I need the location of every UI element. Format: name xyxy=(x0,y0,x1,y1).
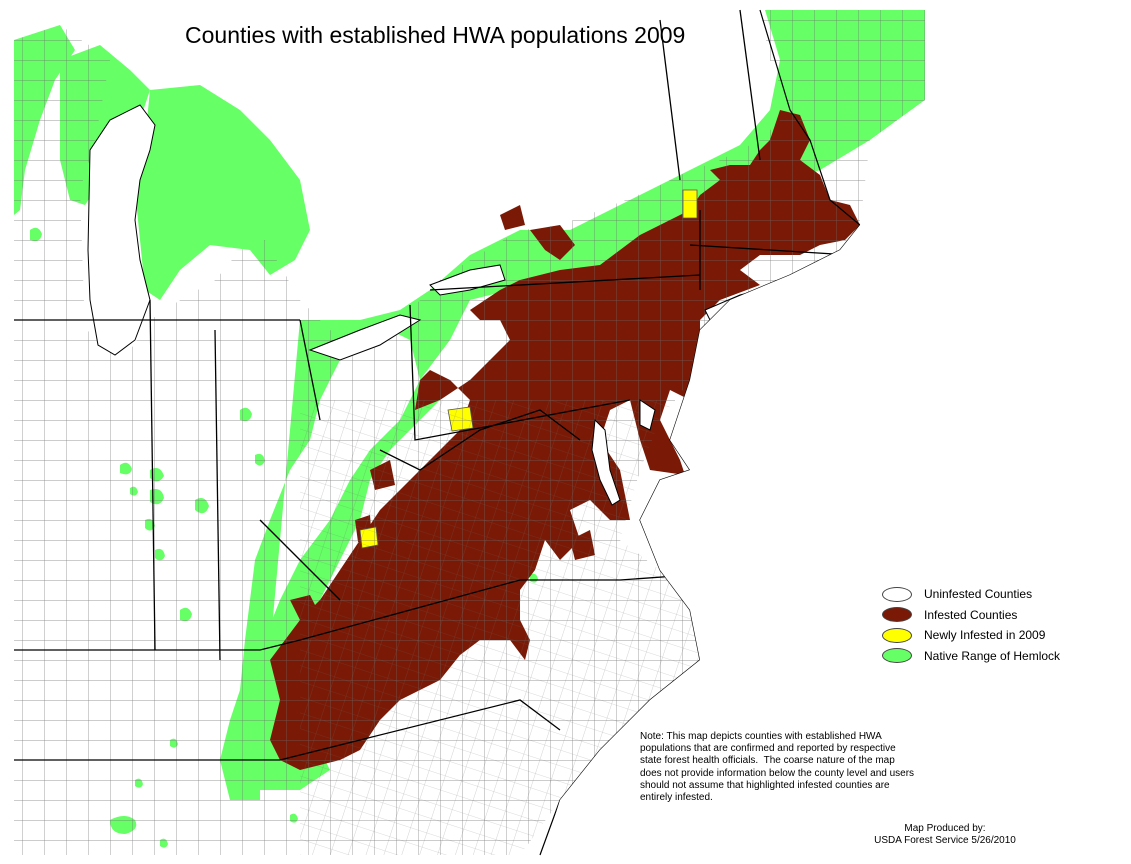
swatch-uninfested xyxy=(882,586,912,602)
note-line: Note: This map depicts counties with est… xyxy=(640,731,882,742)
legend-label: Infested Counties xyxy=(924,607,1018,622)
legend-label: Uninfested Counties xyxy=(924,587,1033,602)
legend-label: Newly Infested in 2009 xyxy=(924,628,1046,643)
legend-item-hemlock: Native Range of Hemlock xyxy=(882,646,1060,667)
swatch-hemlock xyxy=(882,648,912,664)
note-line: state forest health officials. The coars… xyxy=(640,755,895,767)
credit-line: USDA Forest Service 5/26/2010 xyxy=(874,835,1016,846)
credit-line: Map Produced by: xyxy=(904,823,986,834)
state-boundaries xyxy=(14,9,851,761)
legend-item-newly-infested: Newly Infested in 2009 xyxy=(882,625,1060,646)
legend: Uninfested Counties Infested Counties Ne… xyxy=(882,584,1060,666)
map-credit: Map Produced by: USDA Forest Service 5/2… xyxy=(840,823,1050,847)
note-line: populations that are confirmed and repor… xyxy=(640,743,896,755)
note-line: entirely infested. xyxy=(640,792,713,804)
legend-label: Native Range of Hemlock xyxy=(924,648,1061,663)
lake-ontario xyxy=(429,264,506,296)
note-line: should not assume that highlighted infes… xyxy=(640,779,890,791)
lake-erie xyxy=(308,314,422,361)
delaware-bay xyxy=(639,399,656,431)
legend-item-infested: Infested Counties xyxy=(882,605,1060,626)
swatch-newly-infested xyxy=(882,627,912,643)
swatch-infested xyxy=(882,607,912,623)
map-title: Counties with established HWA population… xyxy=(185,22,686,48)
legend-item-uninfested: Uninfested Counties xyxy=(882,584,1060,605)
note-line: does not provide information below the c… xyxy=(640,767,915,779)
lake-michigan xyxy=(87,104,156,356)
chesapeake-bay xyxy=(591,418,621,506)
map-note: Note: This map depicts counties with est… xyxy=(640,731,980,804)
ocean xyxy=(540,0,1131,864)
